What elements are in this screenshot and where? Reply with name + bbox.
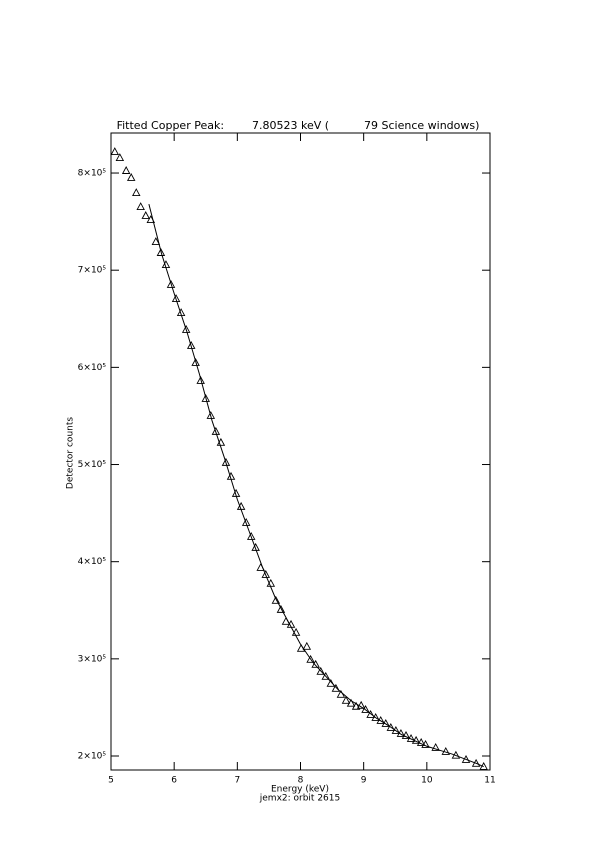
- caption: jemx2: orbit 2615: [259, 794, 340, 804]
- data-point: [341, 695, 351, 704]
- data-point: [156, 248, 166, 256]
- data-point: [416, 737, 426, 746]
- y-tick-label: 3×10⁵: [78, 654, 107, 664]
- data-point: [132, 188, 141, 196]
- x-tick-label: 8: [298, 776, 304, 786]
- data-point: [221, 457, 231, 466]
- plot-frame: [110, 132, 491, 771]
- data-point: [421, 739, 430, 748]
- data-point: [261, 569, 271, 578]
- x-tick-label: 10: [421, 776, 433, 786]
- x-tick-label: 9: [361, 776, 367, 786]
- data-point: [346, 698, 356, 707]
- data-point: [121, 166, 131, 174]
- y-tick-label: 7×10⁵: [78, 266, 107, 276]
- y-tick-label: 5×10⁵: [78, 460, 107, 470]
- fit-line: [148, 203, 484, 768]
- x-tick-label: 5: [108, 776, 114, 786]
- data-point: [136, 202, 145, 210]
- data-point: [206, 410, 216, 419]
- data-point: [401, 730, 411, 739]
- x-tick-label: 7: [234, 776, 240, 786]
- data-point: [321, 671, 331, 680]
- data-point: [431, 742, 440, 751]
- data-point: [186, 341, 196, 349]
- y-tick-label: 2×10⁵: [78, 752, 107, 762]
- data-point: [141, 211, 150, 219]
- data-point: [251, 542, 260, 551]
- data-point: [271, 595, 281, 604]
- x-axis-label: Energy (keV): [271, 785, 329, 795]
- data-point: [196, 376, 205, 384]
- data-point: [361, 705, 370, 713]
- data-point: [191, 358, 200, 366]
- x-tick-label: 11: [484, 776, 495, 786]
- y-tick-label: 8×10⁵: [78, 169, 107, 179]
- data-point: [276, 604, 286, 613]
- data-point: [171, 294, 181, 303]
- data-point: [306, 654, 315, 663]
- chart-title: Fitted Copper Peak: 7.80523 keV ( 79 Sci…: [117, 119, 480, 132]
- data-point: [331, 683, 341, 692]
- y-tick-label: 4×10⁵: [78, 557, 107, 567]
- data-point: [181, 324, 191, 333]
- data-point: [386, 722, 396, 731]
- data-point: [115, 153, 125, 162]
- y-axis-label: Detector counts: [66, 417, 76, 489]
- y-tick-label: 6×10⁵: [78, 363, 107, 373]
- data-point: [371, 712, 380, 721]
- data-point: [201, 393, 211, 402]
- data-point: [302, 641, 312, 650]
- data-point: [316, 666, 325, 675]
- data-point: [326, 678, 336, 687]
- data-point: [311, 659, 320, 668]
- data-point: [356, 700, 366, 709]
- data-point: [391, 725, 401, 734]
- data-point: [151, 237, 161, 245]
- data-point: [241, 517, 251, 526]
- x-tick-label: 6: [171, 776, 177, 786]
- data-point: [211, 426, 221, 435]
- data-point: [246, 531, 256, 540]
- data-point: [479, 761, 488, 770]
- data-point: [166, 280, 176, 288]
- data-point: [126, 173, 136, 181]
- data-point: [351, 701, 361, 710]
- data-point: [366, 709, 375, 718]
- data-point: [110, 147, 120, 155]
